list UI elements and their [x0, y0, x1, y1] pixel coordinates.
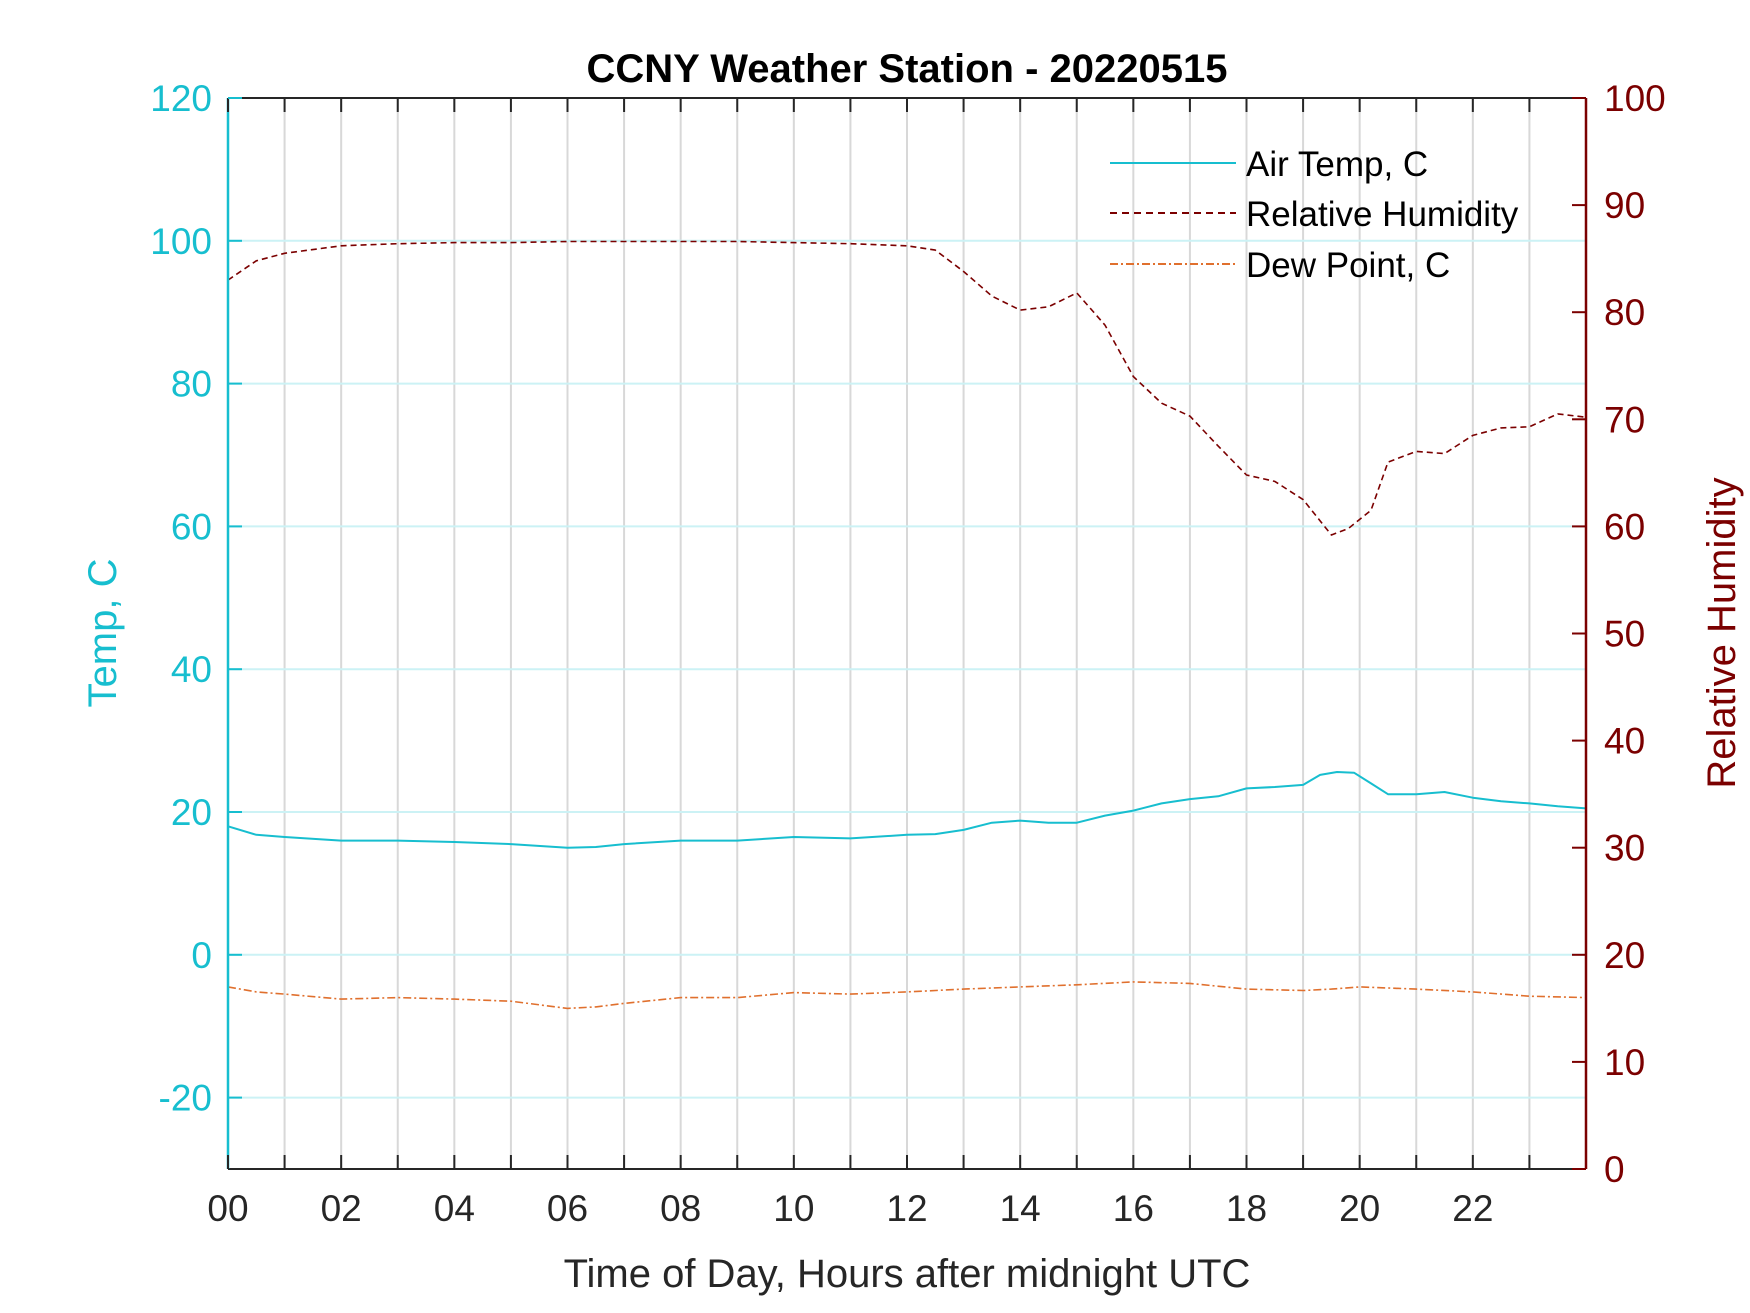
axes: 00 02 04 06 08 10 12 14 16 18 20 22-200204060801001…	[150, 78, 1665, 1229]
x-tick-label: 04	[434, 1188, 475, 1229]
y-right-tick-label: 10	[1604, 1042, 1645, 1083]
x-axis-label: Time of Day, Hours after midnight UTC	[564, 1252, 1251, 1296]
y-left-tick-label: 100	[150, 221, 212, 262]
x-tick-label: 00	[207, 1188, 248, 1229]
y-left-tick-label: 0	[191, 935, 212, 976]
y-right-tick-label: 40	[1604, 721, 1645, 762]
x-tick-label: 10	[773, 1188, 814, 1229]
grid	[228, 98, 1586, 1169]
series-dew-point	[227, 981, 1587, 1010]
x-tick-label: 06	[547, 1188, 588, 1229]
x-tick-label: 08	[660, 1188, 701, 1229]
legend-label-dew-point: Dew Point, C	[1246, 246, 1450, 285]
legend-label-relative-humidity: Relative Humidity	[1246, 195, 1519, 234]
x-tick-label: 12	[886, 1188, 927, 1229]
x-tick-label: 14	[1000, 1188, 1041, 1229]
x-tick-label: 18	[1226, 1188, 1267, 1229]
y-right-tick-label: 60	[1604, 506, 1645, 547]
y-right-tick-label: 50	[1604, 614, 1645, 655]
x-tick-label: 16	[1113, 1188, 1154, 1229]
legend-label-air-temp: Air Temp, C	[1246, 145, 1428, 184]
y-right-tick-label: 70	[1604, 399, 1645, 440]
y-axis-right-label: Relative Humidity	[1700, 477, 1744, 788]
y-left-tick-label: 80	[171, 364, 212, 405]
y-left-tick-label: -20	[159, 1078, 212, 1119]
y-left-tick-label: 120	[150, 78, 212, 119]
y-right-tick-label: 30	[1604, 828, 1645, 869]
y-right-tick-label: 80	[1604, 292, 1645, 333]
legend: Air Temp, C Relative Humidity Dew Point,…	[1110, 145, 1519, 285]
x-tick-label: 02	[321, 1188, 362, 1229]
y-right-tick-label: 100	[1604, 78, 1666, 119]
y-axis-left-label: Temp, C	[81, 559, 125, 708]
chart-title: CCNY Weather Station - 20220515	[587, 47, 1228, 91]
x-tick-label: 22	[1452, 1188, 1493, 1229]
x-tick-label: 20	[1339, 1188, 1380, 1229]
y-right-tick-label: 90	[1604, 185, 1645, 226]
y-right-tick-label: 20	[1604, 935, 1645, 976]
y-left-tick-label: 60	[171, 506, 212, 547]
series-air-temp	[227, 771, 1587, 849]
y-left-tick-label: 20	[171, 792, 212, 833]
series-lines	[227, 240, 1587, 1010]
y-right-tick-label: 0	[1604, 1149, 1625, 1190]
y-left-tick-label: 40	[171, 649, 212, 690]
